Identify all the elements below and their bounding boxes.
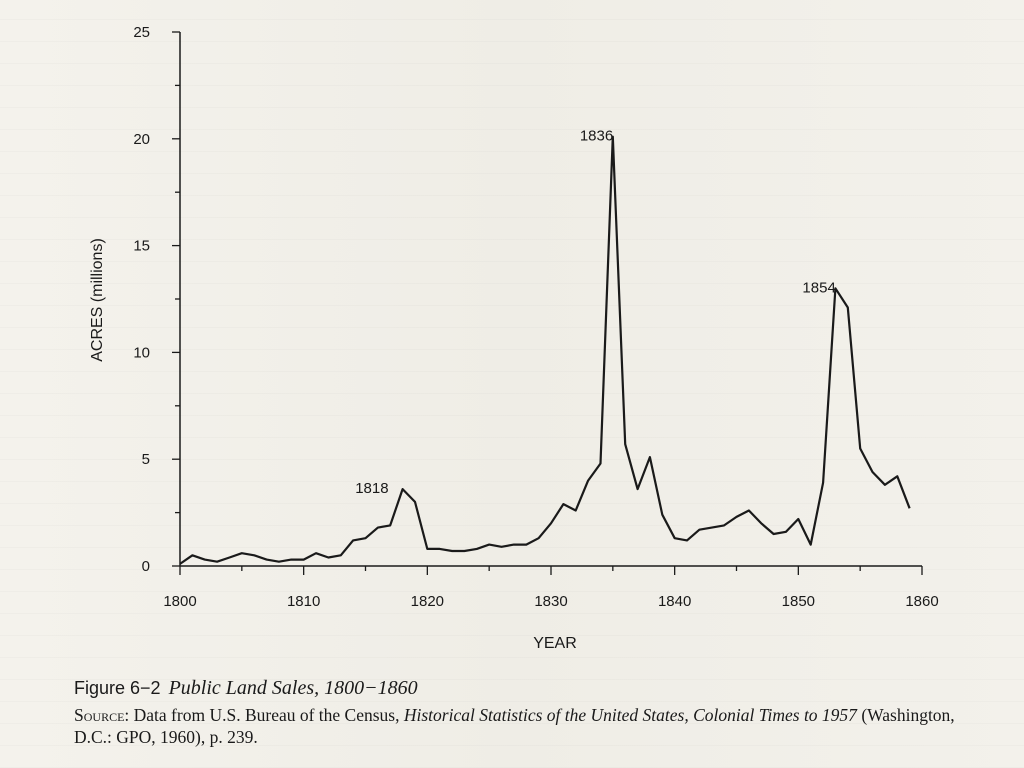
line-chart: 0 5 10 15 20 25 1800 1810 1820 1830 1840 1850 1860 1… [89, 24, 939, 652]
series-line [179, 135, 911, 565]
y-tick-label: 15 [133, 238, 150, 255]
x-tick-label: 1820 [411, 593, 444, 610]
source-text: Data from U.S. Bureau of the Census, [133, 705, 400, 725]
x-tick-label: 1810 [287, 593, 320, 610]
y-tick-label: 10 [133, 344, 150, 361]
source-publication: Historical Statistics of the United Stat… [403, 705, 857, 725]
annotations: 1818 1836 1854 [355, 128, 836, 497]
x-tick-label: 1800 [163, 593, 196, 610]
source-note: Source: Data from U.S. Bureau of the Cen… [74, 704, 974, 748]
peak-annotation: 1854 [802, 279, 835, 296]
y-tick-label: 25 [133, 24, 150, 41]
x-tick-label: 1860 [905, 593, 938, 610]
peak-annotation: 1836 [580, 128, 613, 145]
figure-caption: Figure 6−2 Public Land Sales, 1800−1860 S… [74, 676, 974, 748]
figure-label: Figure 6−2 [74, 678, 161, 698]
y-axis-title: ACRES (millions) [89, 238, 106, 362]
axes [179, 32, 922, 567]
source-publisher: (Washington, D.C.: GPO, 1960), p. 239. [74, 705, 955, 747]
x-axis-title: YEAR [533, 635, 577, 652]
y-tick-label: 20 [133, 131, 150, 148]
tick-labels: 0 5 10 15 20 25 1800 1810 1820 1830 1840 1850 1860 [133, 24, 938, 610]
peak-annotation: 1818 [355, 480, 388, 497]
source-label: Source: [74, 705, 130, 725]
figure-title: Public Land Sales, 1800−1860 [168, 677, 418, 699]
x-tick-label: 1840 [658, 593, 691, 610]
x-tick-label: 1850 [782, 593, 815, 610]
y-tick-label: 0 [142, 558, 150, 575]
x-tick-label: 1830 [534, 593, 567, 610]
y-tick-label: 5 [142, 451, 150, 468]
tick-marks [172, 31, 923, 575]
figure-heading: Figure 6−2 Public Land Sales, 1800−1860 [74, 676, 974, 700]
